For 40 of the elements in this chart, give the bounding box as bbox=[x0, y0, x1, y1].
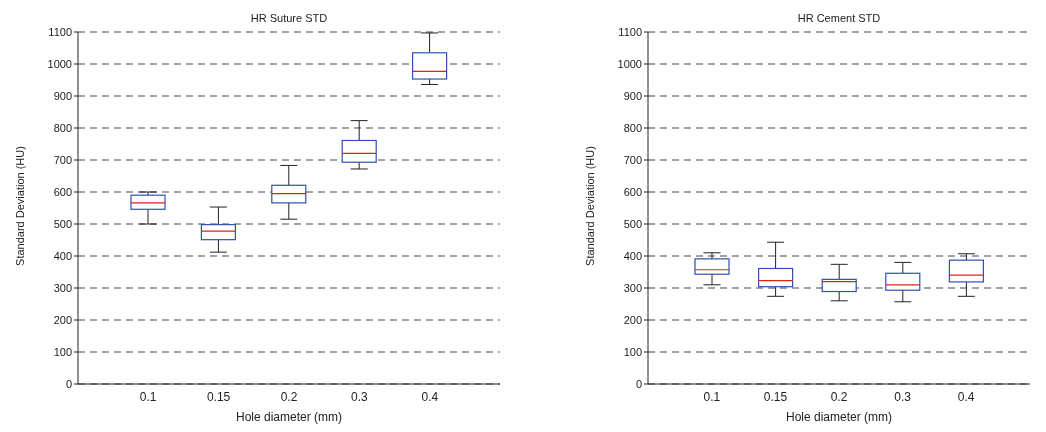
x-axis-title: Hole diameter (mm) bbox=[785, 410, 893, 424]
y-tick-label: 1000 bbox=[617, 57, 642, 70]
y-tick-label: 200 bbox=[623, 313, 642, 326]
y-tick-label: 300 bbox=[53, 281, 72, 294]
y-tick-label: 1100 bbox=[48, 25, 72, 38]
y-tick-label: 600 bbox=[623, 185, 642, 198]
chart-title: HR Suture STD bbox=[249, 12, 329, 24]
x-tick-label: 0.4 bbox=[421, 389, 439, 404]
chart-title: HR Cement STD bbox=[796, 12, 882, 24]
y-tick-label: 600 bbox=[53, 185, 72, 198]
y-tick-label: 0 bbox=[635, 377, 642, 390]
x-tick-label: 0.4 bbox=[957, 389, 975, 404]
y-tick-label: 300 bbox=[623, 281, 642, 294]
y-tick-label: 500 bbox=[623, 217, 642, 230]
y-tick-label: 700 bbox=[623, 153, 642, 166]
y-tick-label: 500 bbox=[53, 217, 72, 230]
y-tick-label: 400 bbox=[53, 249, 72, 262]
x-tick-label: 0.3 bbox=[894, 389, 912, 404]
x-tick-label: 0.2 bbox=[830, 389, 848, 404]
x-tick-label: 0.3 bbox=[351, 389, 369, 404]
y-tick-label: 900 bbox=[623, 89, 642, 102]
y-axis-title: Standard Deviation (HU) bbox=[584, 146, 596, 266]
y-tick-label: 100 bbox=[53, 345, 72, 358]
y-tick-label: 200 bbox=[53, 313, 72, 326]
y-tick-label: 100 bbox=[623, 345, 642, 358]
y-tick-label: 1100 bbox=[618, 25, 642, 38]
y-tick-label: 900 bbox=[53, 89, 72, 102]
y-tick-label: 0 bbox=[65, 377, 72, 390]
y-axis-title: Standard Deviation (HU) bbox=[14, 146, 26, 266]
x-tick-label: 0.15 bbox=[763, 389, 788, 404]
x-axis-title: Hole diameter (mm) bbox=[235, 410, 343, 424]
x-tick-label: 0.1 bbox=[703, 389, 721, 404]
y-tick-label: 700 bbox=[53, 153, 72, 166]
y-tick-label: 400 bbox=[623, 249, 642, 262]
y-tick-label: 1000 bbox=[47, 57, 72, 70]
x-tick-label: 0.15 bbox=[206, 389, 231, 404]
x-tick-label: 0.1 bbox=[139, 389, 157, 404]
x-tick-label: 0.2 bbox=[280, 389, 298, 404]
y-tick-label: 800 bbox=[623, 121, 642, 134]
y-tick-label: 800 bbox=[53, 121, 72, 134]
